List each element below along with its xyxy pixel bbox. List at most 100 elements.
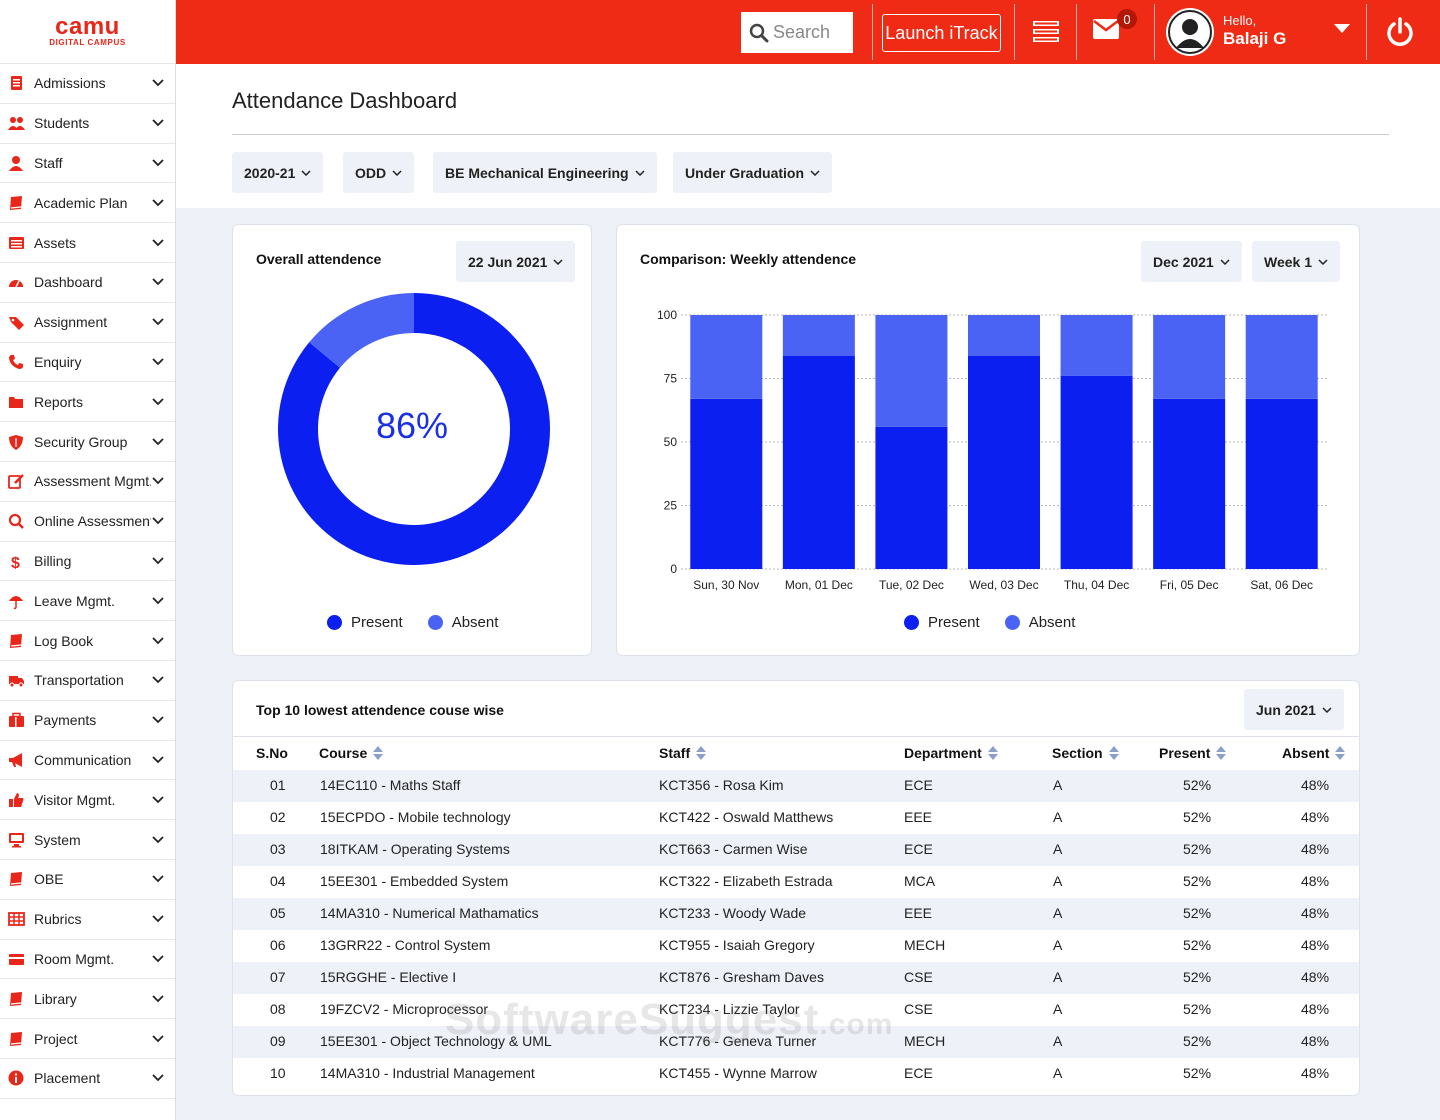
column-header-department[interactable]: Department [904, 745, 998, 761]
column-header-course[interactable]: Course [319, 745, 384, 761]
table-row[interactable]: 08 19FZCV2 - Microprocessor KCT234 - Lizzi… [233, 994, 1359, 1026]
chevron-down-icon[interactable] [151, 793, 165, 807]
search-input[interactable]: Search [741, 12, 853, 53]
user-name[interactable]: Balaji G [1223, 29, 1287, 48]
sidebar-item-visitor-mgmt[interactable]: Visitor Mgmt. [0, 780, 175, 821]
chevron-down-icon[interactable] [151, 554, 165, 568]
chevron-down-icon[interactable] [151, 952, 165, 966]
legend-absent[interactable]: Absent [427, 614, 498, 631]
chevron-down-icon[interactable] [151, 395, 165, 409]
legend-present[interactable]: Present [327, 614, 403, 631]
semester-select[interactable]: ODD [343, 152, 415, 193]
sidebar-item-assignment[interactable]: Assignment [0, 303, 175, 343]
chevron-down-icon[interactable] [151, 753, 165, 767]
sidebar-item-room-mgmt[interactable]: Room Mgmt. [0, 940, 175, 980]
bar-absent[interactable] [690, 315, 763, 399]
sort-icon[interactable] [373, 746, 384, 760]
column-header-absent[interactable]: Absent [1282, 745, 1346, 761]
chevron-down-icon[interactable] [151, 1071, 165, 1085]
sort-icon[interactable] [696, 746, 707, 760]
legend-present[interactable]: Present [904, 614, 980, 631]
sidebar-item-staff[interactable]: Staff [0, 144, 175, 184]
chevron-down-icon[interactable] [151, 76, 165, 90]
chevron-down-icon[interactable] [151, 116, 165, 130]
chevron-down-icon[interactable] [151, 713, 165, 727]
table-row[interactable]: 01 14EC110 - Maths Staff KCT356 - Rosa Kim… [233, 770, 1359, 802]
date-select[interactable]: 22 Jun 2021 [456, 241, 576, 282]
sidebar-item-placement[interactable]: Placement [0, 1059, 175, 1099]
chevron-down-icon[interactable] [151, 196, 165, 210]
chevron-down-icon[interactable] [151, 594, 165, 608]
sidebar-item-reports[interactable]: Reports [0, 382, 175, 423]
sidebar-item-assessment-mgmt[interactable]: Assessment Mgmt. [0, 462, 175, 502]
chevron-down-icon[interactable] [151, 355, 165, 369]
sidebar-item-obe[interactable]: OBE [0, 860, 175, 900]
bar-absent[interactable] [875, 315, 948, 427]
donut-slice-present[interactable] [278, 293, 550, 565]
sidebar-item-security-group[interactable]: Security Group [0, 422, 175, 462]
chevron-down-icon[interactable] [151, 872, 165, 886]
academic-year-select[interactable]: 2020-21 [232, 152, 324, 193]
chevron-down-icon[interactable] [151, 474, 165, 488]
bar-present[interactable] [1153, 398, 1226, 569]
chevron-down-icon[interactable] [151, 634, 165, 648]
legend-absent[interactable]: Absent [1004, 614, 1075, 631]
avatar[interactable] [1166, 8, 1214, 56]
chevron-down-icon[interactable] [151, 514, 165, 528]
sidebar-item-students[interactable]: Students [0, 104, 175, 144]
chevron-down-icon[interactable] [151, 435, 165, 449]
sidebar-item-transportation[interactable]: Transportation [0, 661, 175, 701]
table-row[interactable]: 02 15ECPDO - Mobile technology KCT422 - Os… [233, 802, 1359, 834]
sidebar-item-admissions[interactable]: Admissions [0, 64, 175, 104]
sidebar-item-dashboard[interactable]: Dashboard [0, 263, 175, 303]
table-row[interactable]: 05 14MA310 - Numerical Mathamatics KCT233 … [233, 898, 1359, 930]
chevron-down-icon[interactable] [151, 275, 165, 289]
table-row[interactable]: 04 15EE301 - Embedded System KCT322 - Eliz… [233, 866, 1359, 898]
bar-absent[interactable] [782, 315, 855, 356]
degree-level-select[interactable]: Under Graduation [673, 152, 833, 193]
table-row[interactable]: 03 18ITKAM - Operating Systems KCT663 - Ca… [233, 834, 1359, 866]
chevron-down-icon[interactable] [151, 236, 165, 250]
caret-down-icon[interactable] [1334, 24, 1350, 34]
sidebar-item-academic-plan[interactable]: Academic Plan [0, 183, 175, 224]
sidebar-item-payments[interactable]: Payments [0, 701, 175, 741]
sidebar-item-communication[interactable]: Communication [0, 741, 175, 781]
table-row[interactable]: 07 15RGGHE - Elective I KCT876 - Gresham D… [233, 962, 1359, 994]
sidebar-item-rubrics[interactable]: Rubrics [0, 900, 175, 940]
chevron-down-icon[interactable] [151, 1032, 165, 1046]
chevron-down-icon[interactable] [151, 912, 165, 926]
bar-absent[interactable] [1060, 315, 1133, 376]
camu-logo[interactable]: camu DIGITAL CAMPUS [0, 0, 175, 64]
donut-slice-absent[interactable] [309, 293, 414, 368]
hamburger-menu-icon[interactable] [1032, 20, 1060, 44]
chevron-down-icon[interactable] [151, 673, 165, 687]
bar-present[interactable] [1245, 398, 1318, 569]
bar-present[interactable] [968, 355, 1040, 569]
bar-present[interactable] [690, 398, 763, 569]
bar-present[interactable] [782, 355, 855, 569]
sidebar-item-online-assessment[interactable]: Online Assessment [0, 502, 175, 542]
sort-icon[interactable] [1216, 746, 1227, 760]
sidebar-item-log-book[interactable]: Log Book [0, 621, 175, 661]
program-select[interactable]: BE Mechanical Engineering [433, 152, 657, 193]
sort-icon[interactable] [1108, 746, 1119, 760]
chevron-down-icon[interactable] [151, 156, 165, 170]
launch-itrack-button[interactable]: Launch iTrack [882, 14, 1001, 52]
sidebar-item-project[interactable]: Project [0, 1019, 175, 1059]
power-icon[interactable] [1384, 16, 1416, 48]
month-select[interactable]: Dec 2021 [1141, 241, 1242, 282]
sidebar-item-library[interactable]: Library [0, 979, 175, 1020]
sidebar-item-system[interactable]: System [0, 820, 175, 860]
chevron-down-icon[interactable] [151, 833, 165, 847]
chevron-down-icon[interactable] [151, 992, 165, 1006]
table-row[interactable]: 10 14MA310 - Industrial Management KCT455 … [233, 1058, 1359, 1090]
sort-icon[interactable] [1335, 746, 1346, 760]
table-row[interactable]: 06 13GRR22 - Control System KCT955 - Isaia… [233, 930, 1359, 962]
bar-absent[interactable] [968, 315, 1040, 356]
sort-icon[interactable] [987, 746, 998, 760]
column-header-present[interactable]: Present [1159, 745, 1227, 761]
sidebar-item-leave-mgmt[interactable]: Leave Mgmt. [0, 581, 175, 622]
mail-icon[interactable] [1092, 18, 1120, 40]
bar-absent[interactable] [1245, 315, 1318, 399]
week-select[interactable]: Week 1 [1252, 241, 1340, 282]
